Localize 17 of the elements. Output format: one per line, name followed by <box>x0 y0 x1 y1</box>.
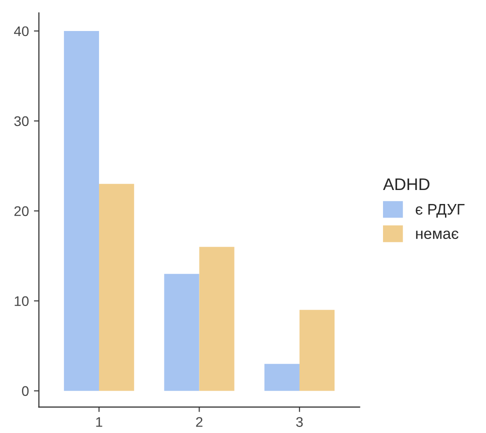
x-tick-label: 2 <box>196 417 202 427</box>
bar <box>99 184 134 391</box>
legend-title: ADHD <box>383 178 430 190</box>
x-tick-label: 1 <box>96 417 102 427</box>
x-tick-label: 3 <box>296 417 303 427</box>
bar <box>299 310 335 391</box>
y-tick-label: 30 <box>14 116 29 126</box>
bar <box>164 274 200 391</box>
y-tick-label: 40 <box>14 26 29 36</box>
y-tick-label: 10 <box>14 296 29 306</box>
y-tick-label: 20 <box>14 206 29 216</box>
bar <box>199 246 234 391</box>
legend-label: є РДУГ <box>416 204 465 218</box>
bar <box>64 30 100 391</box>
bar <box>264 364 300 391</box>
legend-label: немає <box>416 230 458 240</box>
y-tick-label: 0 <box>22 386 29 396</box>
